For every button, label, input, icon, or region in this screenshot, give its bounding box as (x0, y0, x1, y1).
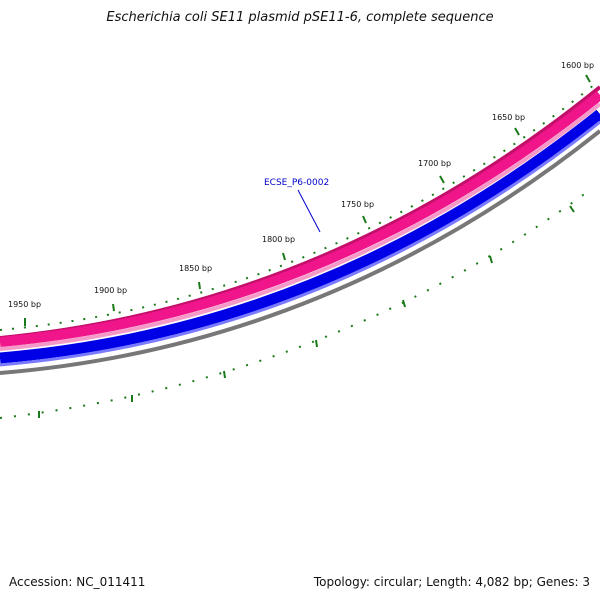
inner-skew-track (0, 189, 591, 419)
feature-label[interactable]: ECSE_P6-0002 (264, 178, 329, 188)
tick-label-1600: 1600 bp (561, 61, 594, 70)
topology-summary: Topology: circular; Length: 4,082 bp; Ge… (313, 575, 590, 589)
strand-track-light (0, 120, 600, 367)
tick-label-1850: 1850 bp (179, 264, 212, 273)
tick-label-1750: 1750 bp (341, 200, 374, 209)
feature-callout-line (297, 189, 321, 233)
strand-track (0, 109, 600, 364)
tick-marks (24, 74, 591, 418)
feature-track (0, 91, 600, 347)
feature-track-light (0, 102, 600, 351)
accession-label: Accession: NC_011411 (9, 575, 146, 589)
tick-label-1950: 1950 bp (8, 300, 41, 309)
tick-label-1900: 1900 bp (94, 286, 127, 295)
backbone (0, 129, 600, 375)
tick-label-1650: 1650 bp (492, 113, 525, 122)
tick-label-1800: 1800 bp (262, 235, 295, 244)
map-title: Escherichia coli SE11 plasmid pSE11-6, c… (106, 10, 494, 25)
feature-track-outer (0, 85, 600, 340)
outer-skew-track (0, 79, 600, 331)
tick-label-1700: 1700 bp (418, 159, 451, 168)
